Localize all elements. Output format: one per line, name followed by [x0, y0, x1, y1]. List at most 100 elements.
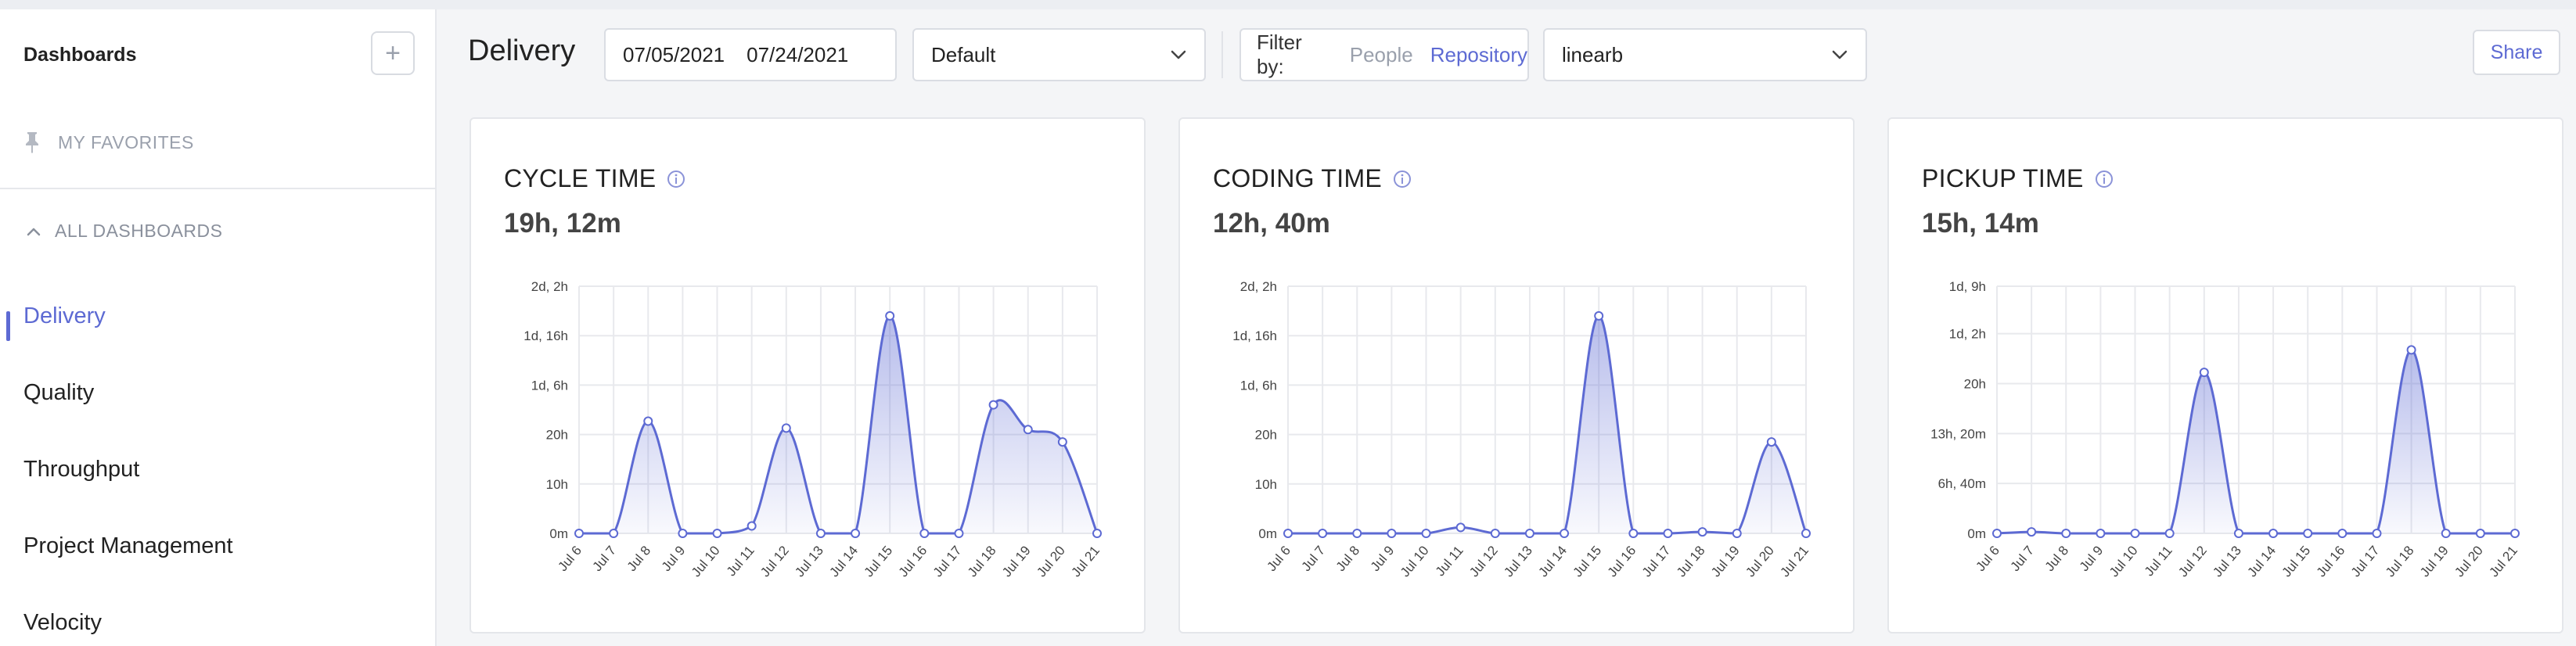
card-value: 12h, 40m: [1213, 208, 1330, 239]
x-tick-label: Jul 17: [2348, 543, 2383, 580]
pin-icon: [26, 132, 38, 153]
add-dashboard-button[interactable]: +: [371, 31, 415, 75]
x-tick-label: Jul 21: [1777, 543, 1811, 580]
data-point: [2510, 529, 2520, 538]
chevron-down-icon: [1832, 50, 1847, 59]
repository-select[interactable]: linearb: [1543, 28, 1867, 81]
y-tick-label: 2d, 2h: [1240, 279, 1277, 294]
y-tick-label: 10h: [1255, 477, 1277, 492]
data-point: [1023, 425, 1033, 435]
x-tick-label: Jul 16: [896, 543, 930, 580]
data-point: [643, 416, 653, 426]
x-tick-label: Jul 12: [1466, 543, 1501, 580]
plus-icon: +: [385, 38, 401, 68]
x-tick-label: Jul 15: [862, 543, 896, 580]
x-tick-label: Jul 20: [2452, 543, 2486, 580]
data-point: [885, 310, 895, 321]
data-point: [2372, 529, 2382, 538]
x-tick-label: Jul 12: [757, 543, 792, 580]
view-select-value: Default: [931, 42, 996, 66]
view-select[interactable]: Default: [912, 28, 1206, 81]
info-icon[interactable]: [2095, 170, 2114, 188]
filter-by-label: Filter by:: [1257, 31, 1302, 78]
x-tick-label: Jul 19: [1708, 543, 1743, 580]
y-tick-label: 20h: [1964, 376, 1986, 391]
share-button[interactable]: Share: [2473, 30, 2560, 75]
data-point: [1524, 529, 1534, 538]
x-tick-label: Jul 8: [1333, 543, 1363, 574]
x-tick-label: Jul 8: [2042, 543, 2072, 574]
all-dashboards-toggle[interactable]: ALL DASHBOARDS: [27, 221, 223, 242]
filter-by-control: Filter by: People Repository: [1239, 28, 1529, 81]
x-tick-label: Jul 16: [2314, 543, 2348, 580]
data-point: [574, 529, 584, 538]
data-point: [1421, 529, 1431, 538]
card-title: CODING TIME: [1213, 164, 1412, 193]
data-point: [1992, 529, 2002, 538]
data-point: [2130, 529, 2140, 538]
header-separator: [1221, 31, 1223, 78]
series-line: [1287, 314, 1808, 535]
data-point: [1560, 529, 1570, 538]
data-point: [988, 400, 998, 410]
x-tick-label: Jul 9: [659, 543, 689, 574]
coding-time-card: CODING TIME 12h, 40m 0m 10h 20h 1d, 6h 1d, 1…: [1178, 117, 1855, 633]
data-point: [1352, 529, 1362, 538]
data-point: [1732, 529, 1742, 538]
y-tick-label: 1d, 16h: [1232, 328, 1277, 343]
data-point: [678, 529, 688, 538]
sidebar-item-project-management[interactable]: Project Management: [23, 533, 233, 558]
data-point: [1455, 522, 1466, 533]
x-tick-label: Jul 14: [1535, 543, 1570, 580]
date-range-picker[interactable]: 07/05/2021 07/24/2021: [604, 28, 897, 81]
x-tick-label: Jul 14: [826, 543, 861, 580]
data-point: [2337, 529, 2348, 538]
active-indicator: [6, 311, 10, 341]
sidebar-item-velocity[interactable]: Velocity: [23, 610, 102, 635]
data-point: [2164, 529, 2175, 538]
sidebar-heading: Dashboards: [23, 44, 137, 66]
x-tick-label: Jul 11: [2142, 543, 2175, 579]
y-tick-label: 0m: [1967, 526, 1986, 541]
filter-option-people[interactable]: People: [1349, 42, 1413, 66]
data-point: [851, 529, 861, 538]
data-point: [2233, 529, 2243, 538]
data-point: [2406, 345, 2416, 355]
data-point: [1092, 529, 1102, 538]
x-tick-label: Jul 16: [1605, 543, 1639, 580]
data-point: [2061, 529, 2071, 538]
sidebar-item-throughput[interactable]: Throughput: [23, 457, 140, 482]
top-strip: [0, 0, 2576, 9]
info-icon[interactable]: [667, 170, 685, 188]
repository-select-value: linearb: [1562, 42, 1624, 66]
x-tick-label: Jul 19: [999, 543, 1034, 580]
x-tick-label: Jul 12: [2175, 543, 2210, 580]
my-favorites-label: MY FAVORITES: [58, 131, 194, 153]
y-tick-label: 1d, 2h: [1949, 327, 1986, 342]
sidebar-divider: [0, 188, 435, 189]
x-tick-label: Jul 7: [1299, 543, 1329, 574]
data-point: [815, 529, 826, 538]
x-tick-label: Jul 6: [1264, 543, 1293, 574]
sidebar-item-quality[interactable]: Quality: [23, 380, 95, 405]
x-tick-label: Jul 10: [1398, 543, 1432, 580]
x-tick-label: Jul 9: [1368, 543, 1398, 574]
sidebar-item-delivery[interactable]: Delivery: [23, 303, 106, 328]
date-end[interactable]: 07/24/2021: [747, 42, 849, 66]
info-icon[interactable]: [1393, 170, 1412, 188]
x-tick-label: Jul 14: [2244, 543, 2279, 580]
my-favorites-section[interactable]: MY FAVORITES: [23, 131, 194, 154]
data-point: [1594, 310, 1604, 321]
x-tick-label: Jul 17: [1639, 543, 1674, 580]
card-title: CYCLE TIME: [504, 164, 685, 193]
x-tick-label: Jul 11: [1433, 543, 1466, 579]
page-title: Delivery: [468, 34, 576, 67]
data-point: [2441, 529, 2451, 538]
data-point: [2268, 529, 2279, 538]
y-tick-label: 0m: [549, 526, 568, 541]
card-title-text: CODING TIME: [1213, 164, 1383, 192]
filter-option-repository[interactable]: Repository: [1430, 42, 1527, 66]
date-start[interactable]: 07/05/2021: [623, 42, 725, 66]
